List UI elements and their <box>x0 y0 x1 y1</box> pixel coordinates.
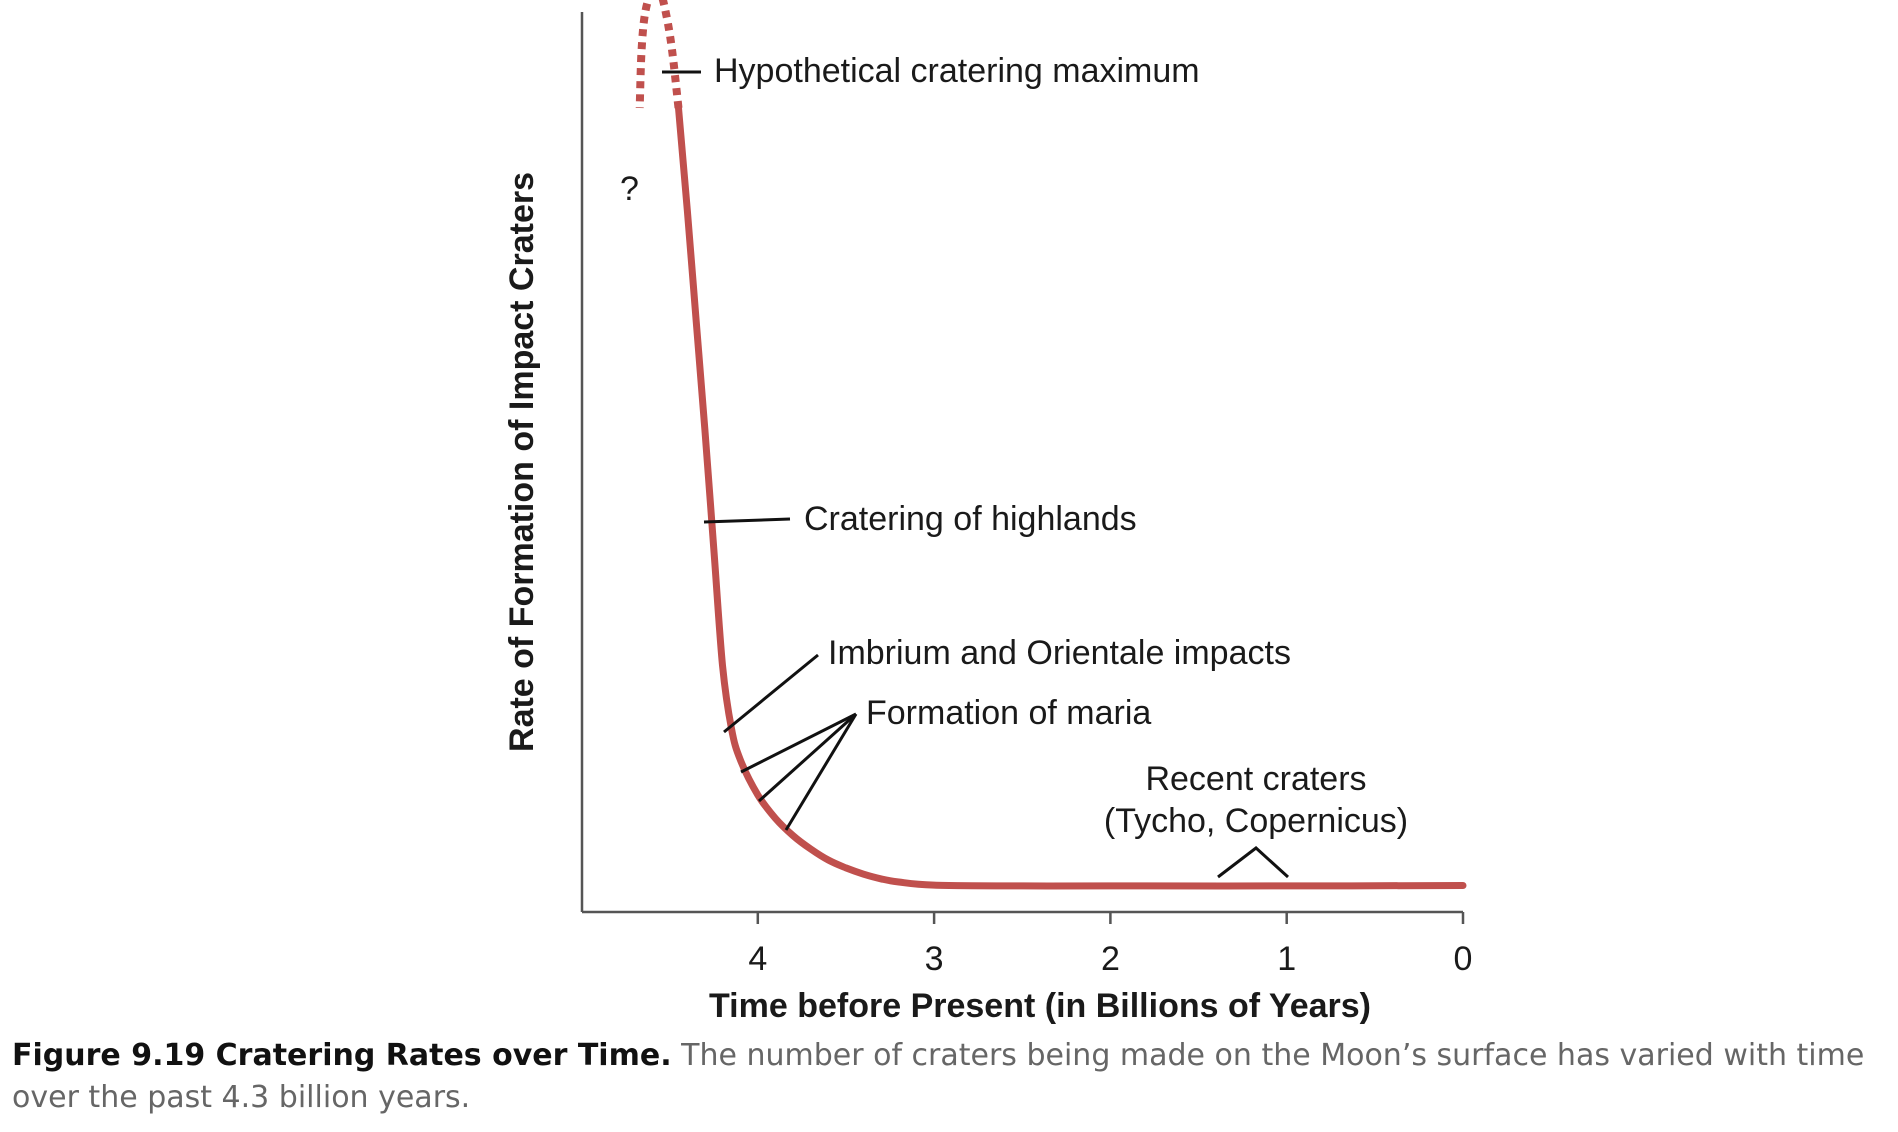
annotation-maria: Formation of maria <box>866 694 1151 732</box>
annotation-leaders <box>662 70 1290 879</box>
cratering-rate-chart: 4 3 2 1 0 Hypothetical cratering maximum ? C… <box>503 0 1472 1025</box>
leader-recent-craters <box>1217 846 1290 879</box>
caption-text: The number of craters being made on the … <box>12 1038 1865 1115</box>
annotation-question-mark: ? <box>620 170 639 208</box>
annotation-hypothetical-maximum: Hypothetical cratering maximum <box>714 52 1200 90</box>
cratering-rate-curve <box>675 104 1467 890</box>
x-axis-title: Time before Present (in Billions of Year… <box>709 987 1371 1025</box>
annotation-highlands: Cratering of highlands <box>804 500 1137 538</box>
x-tick-label: 4 <box>748 940 767 978</box>
leader-maria-2 <box>757 712 858 803</box>
hypothetical-maximum-curve <box>635 0 683 109</box>
x-tick-label: 0 <box>1454 940 1473 978</box>
x-tick-label: 3 <box>925 940 944 978</box>
caption-label: Figure 9.19 Cratering Rates over Time. <box>12 1038 672 1073</box>
x-tick-label: 1 <box>1277 940 1296 978</box>
annotation-recent-craters: Recent craters <box>1145 760 1366 798</box>
leader-imbrium-orientale <box>723 653 819 734</box>
figure-caption: Figure 9.19 Cratering Rates over Time. T… <box>12 1035 1892 1119</box>
leader-highlands <box>703 517 791 524</box>
annotation-imbrium-orientale: Imbrium and Orientale impacts <box>828 634 1291 672</box>
x-ticks: 4 3 2 1 0 <box>748 912 1472 978</box>
leader-maria-1 <box>740 712 857 774</box>
curves <box>635 0 1467 890</box>
y-axis-title: Rate of Formation of Impact Craters <box>503 172 541 752</box>
annotation-tycho-copernicus: (Tycho, Copernicus) <box>1104 802 1408 840</box>
annotation-texts: Hypothetical cratering maximum ? Crateri… <box>620 52 1408 840</box>
axes <box>580 12 1463 914</box>
x-tick-label: 2 <box>1101 940 1120 978</box>
leader-maria-3 <box>784 713 858 831</box>
